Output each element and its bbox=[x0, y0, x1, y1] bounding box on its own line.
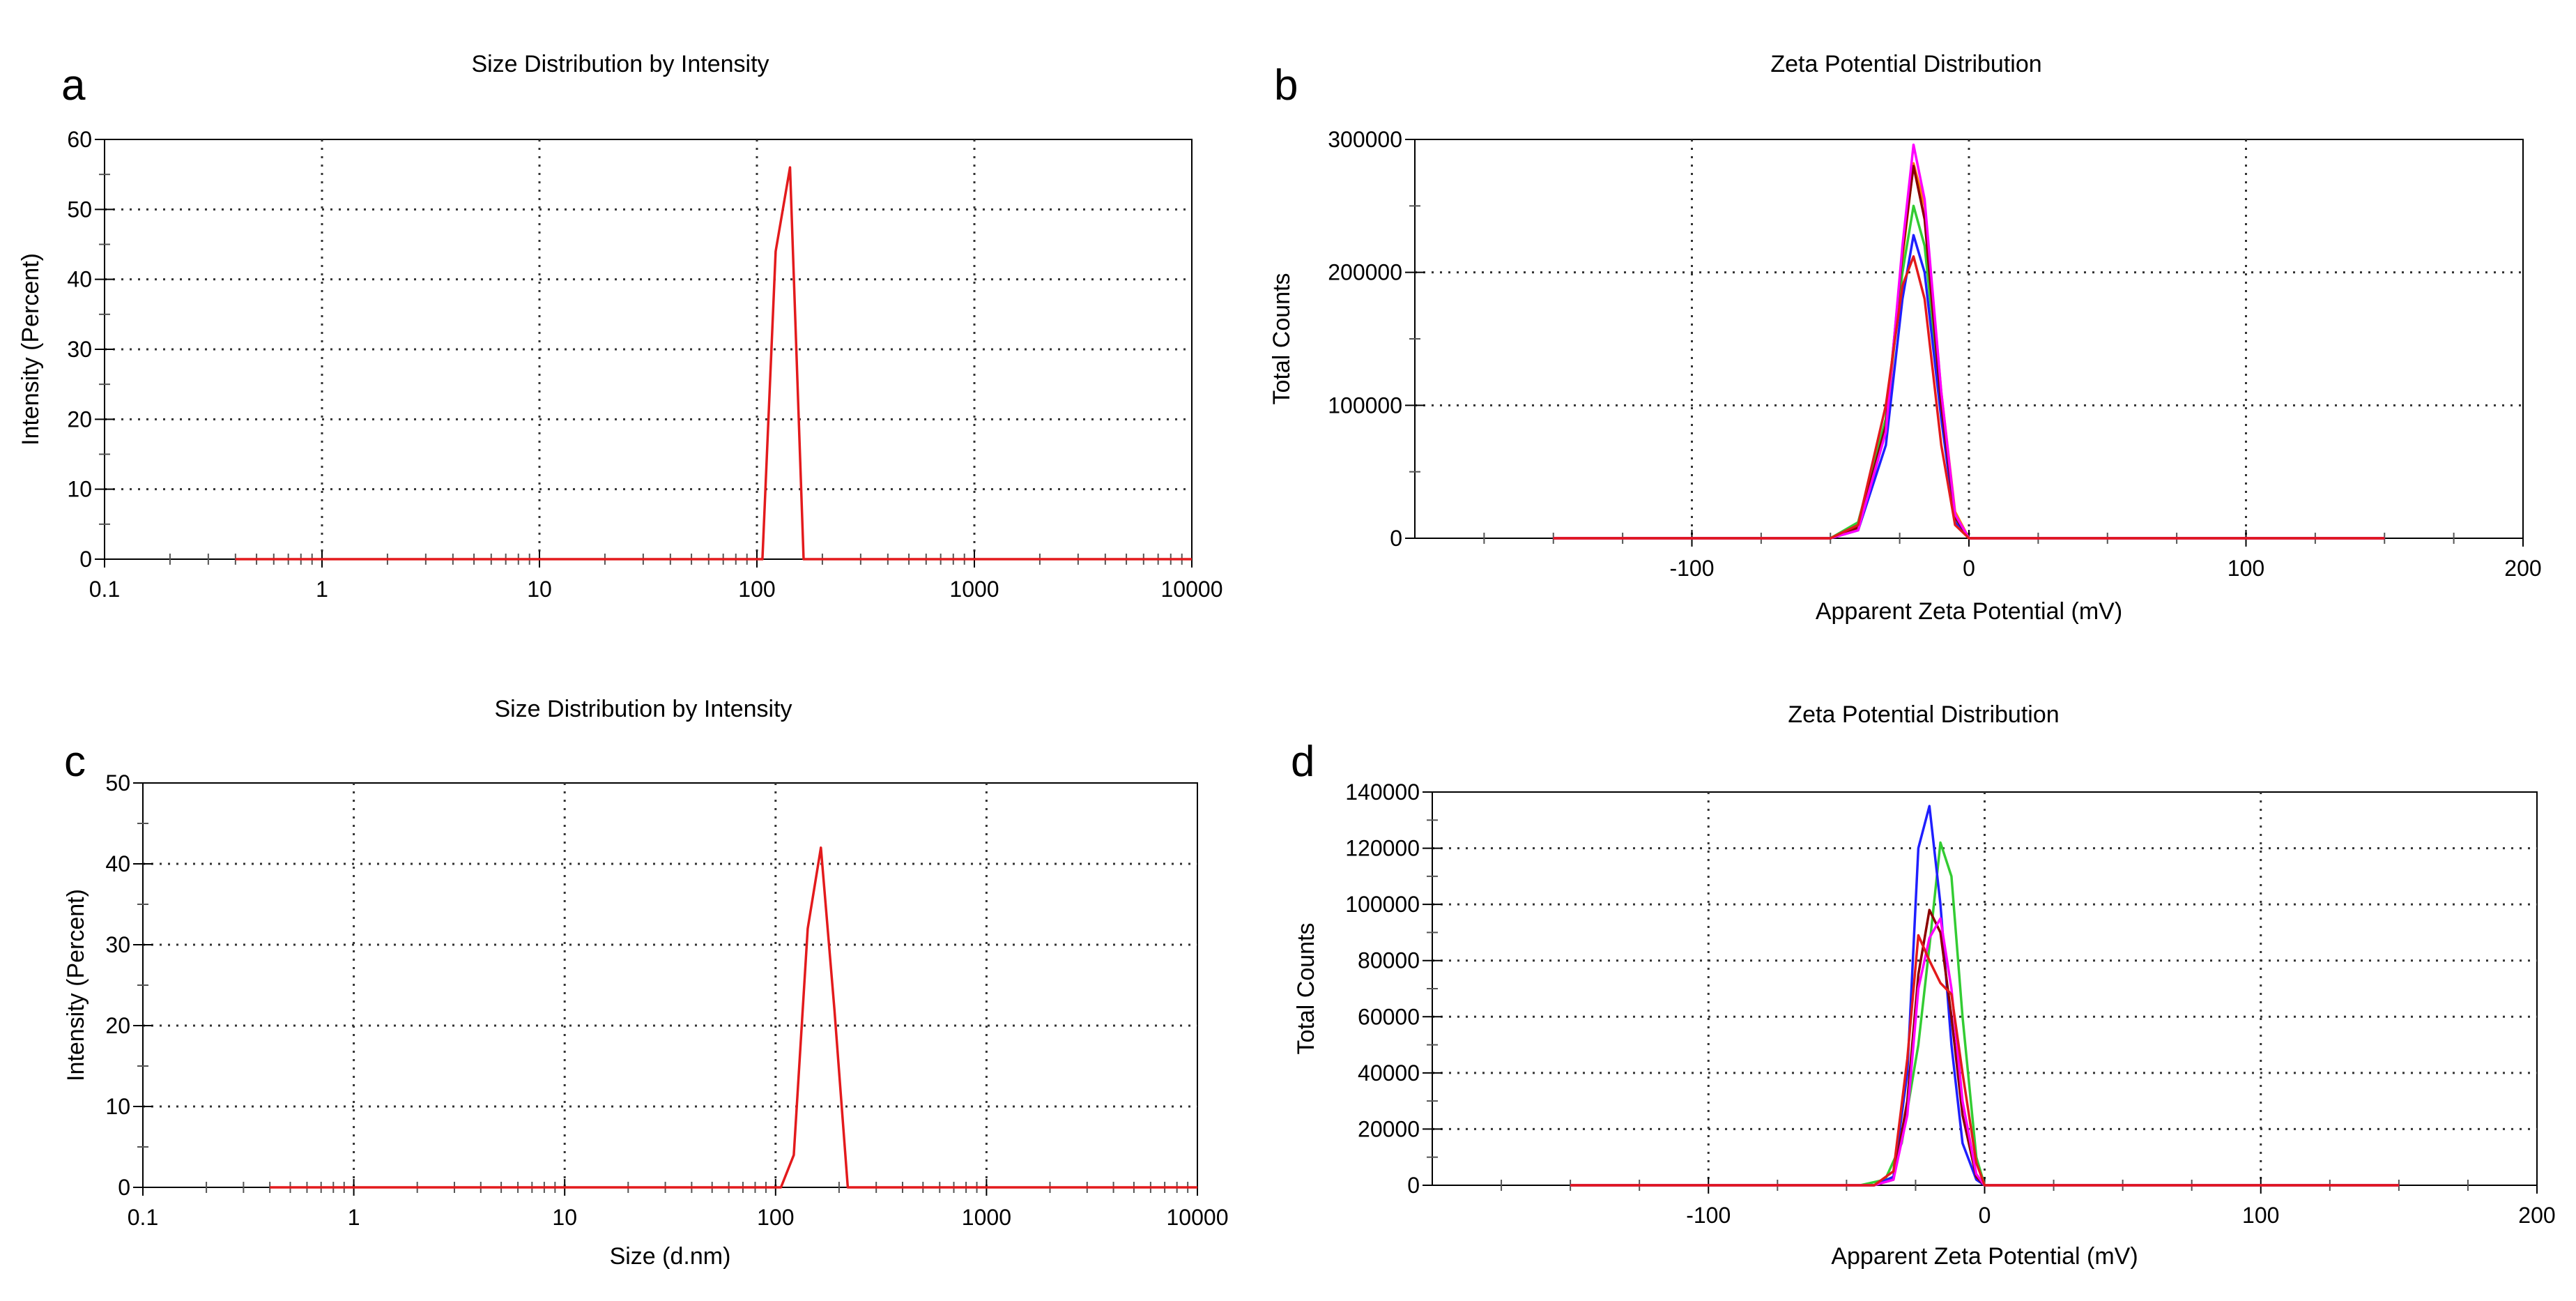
series-line-2 bbox=[1570, 805, 2399, 1187]
series-line-1 bbox=[270, 846, 1197, 1189]
y-tick-label: 50 bbox=[67, 197, 92, 222]
chart-title: Zeta Potential Distribution bbox=[1788, 701, 2059, 728]
x-tick-label: -100 bbox=[1669, 556, 1714, 581]
y-axis-label: Intensity (Percent) bbox=[17, 253, 44, 446]
panel-letter: d bbox=[1291, 738, 1314, 786]
y-tick-label: 200000 bbox=[1328, 260, 1402, 285]
series-line-2 bbox=[1553, 204, 2385, 540]
y-tick-label: 0 bbox=[118, 1175, 130, 1200]
x-tick-label: 0 bbox=[1963, 556, 1975, 581]
y-tick-label: 20 bbox=[105, 1013, 130, 1038]
x-axis-label: Size (d.nm) bbox=[610, 1243, 731, 1270]
y-tick-label: 50 bbox=[105, 770, 130, 796]
x-tick-label: 200 bbox=[2504, 556, 2541, 581]
x-tick-label: 0 bbox=[1979, 1203, 1991, 1228]
x-tick-label: -100 bbox=[1686, 1203, 1731, 1228]
x-tick-label: 100 bbox=[738, 577, 775, 602]
y-tick-label: 0 bbox=[79, 547, 92, 572]
series-line-1 bbox=[1553, 162, 2385, 540]
series-line-6 bbox=[1553, 255, 2385, 540]
y-tick-label: 60 bbox=[67, 127, 92, 152]
x-tick-label: 10 bbox=[527, 577, 552, 602]
y-tick-label: 10 bbox=[67, 477, 92, 502]
series-line-1 bbox=[235, 166, 1192, 561]
y-axis-label: Intensity (Percent) bbox=[63, 889, 89, 1081]
y-tick-label: 30 bbox=[105, 932, 130, 957]
y-tick-label: 20000 bbox=[1358, 1116, 1420, 1141]
x-tick-label: 100 bbox=[2228, 556, 2264, 581]
plot-frame bbox=[142, 782, 1198, 1188]
x-tick-label: 1000 bbox=[949, 577, 999, 602]
x-tick-label: 1 bbox=[348, 1205, 360, 1230]
y-tick-label: 40 bbox=[67, 267, 92, 292]
y-tick-label: 300000 bbox=[1328, 127, 1402, 152]
series-line-5 bbox=[1570, 934, 2399, 1187]
y-tick-label: 20 bbox=[67, 406, 92, 432]
y-tick-label: 100000 bbox=[1345, 892, 1420, 917]
y-tick-label: 140000 bbox=[1345, 779, 1420, 805]
x-tick-label: 1 bbox=[316, 577, 328, 602]
series-line-4 bbox=[1553, 165, 2385, 540]
y-tick-label: 100000 bbox=[1328, 393, 1402, 418]
y-tick-label: 30 bbox=[67, 337, 92, 362]
x-axis-label: Apparent Zeta Potential (mV) bbox=[1816, 598, 2122, 625]
x-axis-label: Apparent Zeta Potential (mV) bbox=[1831, 1243, 2138, 1270]
y-axis-label: Total Counts bbox=[1293, 923, 1319, 1055]
x-tick-label: 1000 bbox=[962, 1205, 1011, 1230]
x-tick-label: 200 bbox=[2518, 1203, 2555, 1228]
series-line-5 bbox=[1553, 143, 2385, 540]
x-tick-label: 100 bbox=[757, 1205, 794, 1230]
panel-letter: b bbox=[1274, 61, 1298, 109]
x-tick-label: 10000 bbox=[1161, 577, 1223, 602]
x-tick-label: 10 bbox=[552, 1205, 577, 1230]
panel-letter: a bbox=[61, 61, 86, 109]
x-tick-label: 0.1 bbox=[128, 1205, 158, 1230]
y-tick-label: 120000 bbox=[1345, 836, 1420, 861]
x-tick-label: 10000 bbox=[1167, 1205, 1229, 1230]
y-tick-label: 10 bbox=[105, 1094, 130, 1119]
y-tick-label: 0 bbox=[1407, 1173, 1420, 1198]
panel-letter: c bbox=[64, 738, 86, 786]
x-tick-label: 100 bbox=[2242, 1203, 2279, 1228]
series-line-4 bbox=[1570, 917, 2399, 1187]
y-tick-label: 40 bbox=[105, 851, 130, 876]
y-tick-label: 40000 bbox=[1358, 1060, 1420, 1086]
y-tick-label: 80000 bbox=[1358, 948, 1420, 973]
chart-title: Zeta Potential Distribution bbox=[1770, 51, 2041, 77]
chart-title: Size Distribution by Intensity bbox=[471, 51, 769, 77]
y-tick-label: 0 bbox=[1390, 526, 1402, 551]
chart-title: Size Distribution by Intensity bbox=[494, 696, 792, 722]
y-tick-label: 60000 bbox=[1358, 1004, 1420, 1029]
x-tick-label: 0.1 bbox=[89, 577, 120, 602]
y-axis-label: Total Counts bbox=[1268, 273, 1295, 405]
